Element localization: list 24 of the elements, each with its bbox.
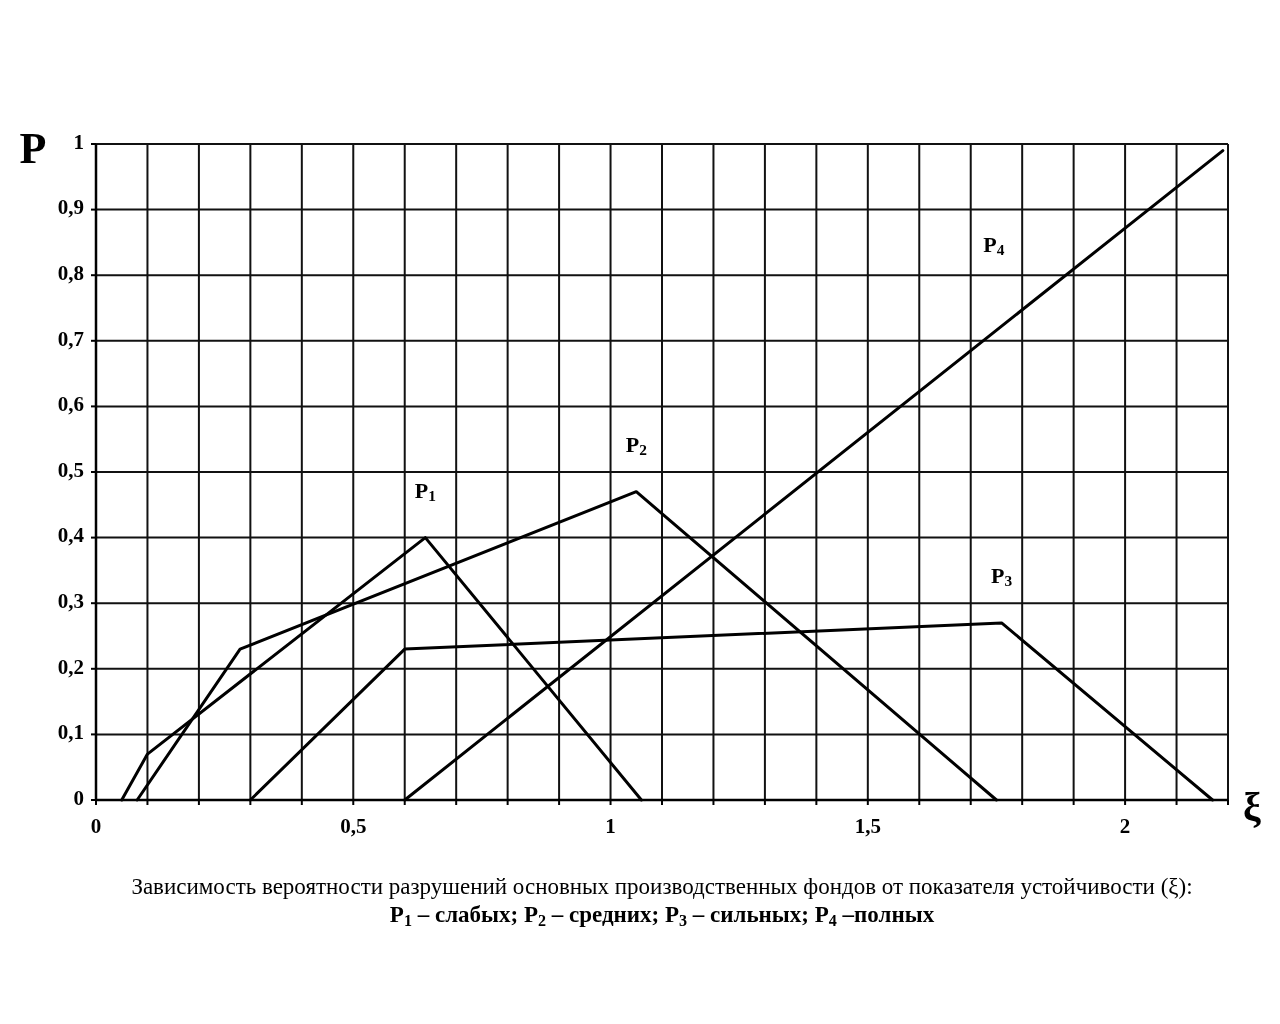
y-tick-label: 1 [73, 129, 84, 154]
y-tick-label: 0,9 [57, 195, 84, 220]
y-tick-label: 0,5 [57, 457, 84, 482]
y-tick-label: 0,4 [57, 523, 85, 548]
x-tick-label: 1,5 [854, 813, 881, 838]
x-axis-title: ξ [1243, 784, 1262, 829]
y-tick-label: 0,1 [57, 720, 84, 745]
x-tick-label: 0 [90, 813, 102, 838]
y-tick-label: 0,7 [57, 326, 84, 351]
x-tick-label: 1 [605, 813, 616, 838]
x-tick-label: 0,5 [340, 813, 367, 838]
text: Зависимость вероятности разрушений основных производственных фондов от показателя устойчивости (ξ): [131, 874, 1193, 899]
series-label: P$_{3}$ [991, 562, 1013, 590]
series-label: P$_{1}$ [414, 477, 436, 504]
series-label: P$_{2}$ [625, 431, 648, 458]
text: P$_{4}$ [983, 232, 1005, 259]
y-axis-title: P [19, 124, 47, 173]
y-tick-label: 0,2 [57, 654, 84, 679]
y-tick-label: 0,6 [57, 392, 84, 417]
x-tick-label: 2 [1119, 813, 1131, 838]
text: P$_{1}$ – слабых; P$_{2}$ – средних; P$_{3}$ – сильных; P$_{4}$ –полных [389, 902, 935, 929]
y-tick-label: 0 [73, 785, 84, 810]
y-tick-label: 0,8 [57, 261, 84, 286]
y-tick-label: 0,3 [57, 589, 84, 614]
